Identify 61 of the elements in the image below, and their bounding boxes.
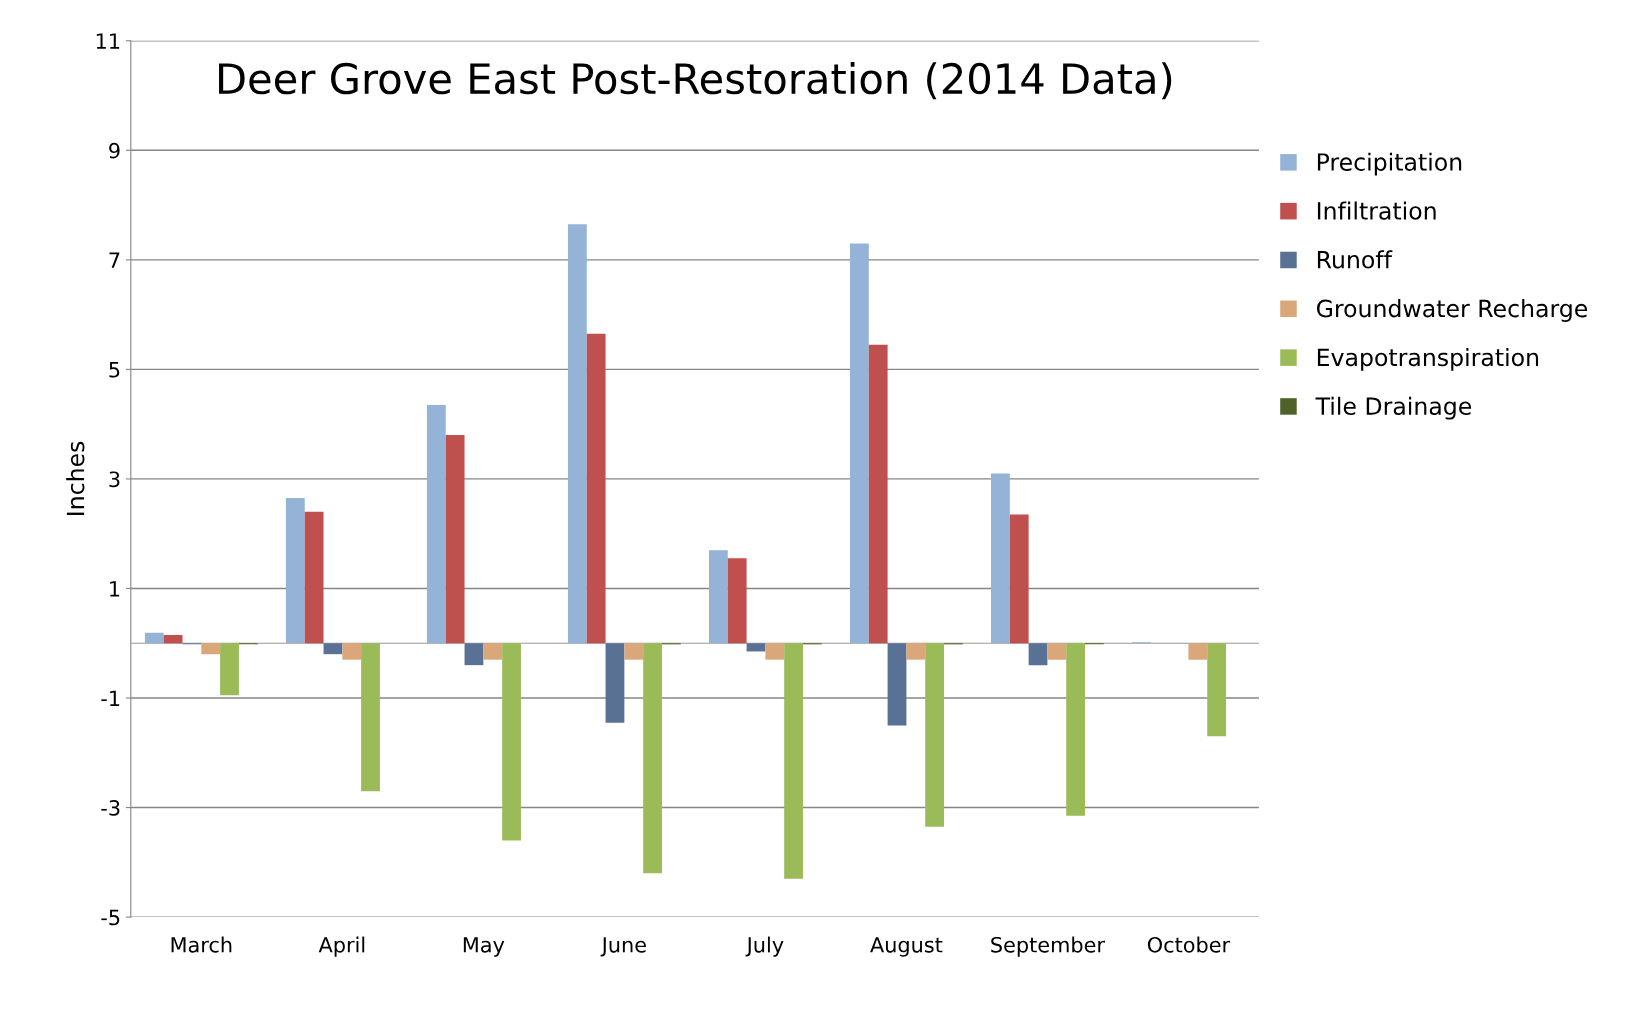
bar — [887, 643, 907, 726]
legend-label: Evapotranspiration — [1317, 347, 1539, 371]
y-tick-label: 3 — [109, 471, 120, 488]
bar — [643, 643, 662, 874]
bar — [426, 404, 446, 644]
bar — [144, 632, 164, 644]
y-tick-label: 7 — [109, 252, 120, 268]
bar — [1207, 643, 1227, 737]
bar — [220, 643, 239, 696]
y-tick-label: 1 — [110, 581, 120, 597]
bar — [727, 558, 747, 644]
x-tick-label: September — [991, 936, 1105, 957]
x-tick-label: October — [1147, 936, 1231, 953]
y-tick-label: 9 — [109, 142, 120, 159]
bar — [624, 643, 644, 660]
bar — [605, 643, 625, 723]
y-axis-title: Inches — [66, 441, 85, 515]
bar — [323, 643, 343, 655]
bar — [850, 243, 869, 644]
bar — [1009, 514, 1029, 644]
x-tick-label: May — [463, 937, 505, 957]
bar — [163, 635, 183, 644]
bar — [906, 643, 926, 660]
x-tick-label: August — [870, 937, 943, 957]
bar — [868, 344, 888, 644]
bar — [1028, 643, 1048, 666]
x-tick-label: April — [318, 936, 365, 957]
bar — [765, 643, 785, 660]
x-tick-label: July — [745, 936, 784, 957]
bar — [784, 643, 803, 879]
bar — [586, 333, 606, 644]
x-tick-label: March — [171, 936, 232, 953]
bar — [1188, 643, 1208, 660]
bar — [445, 435, 465, 644]
bar — [708, 550, 728, 644]
y-tick-label: 11 — [96, 33, 120, 49]
x-tick-label: June — [600, 937, 646, 957]
bar — [285, 498, 305, 644]
bar — [342, 643, 362, 660]
bar — [464, 643, 484, 666]
y-tick-label: -5 — [101, 909, 120, 926]
legend-label: Tile Drainage — [1315, 396, 1472, 420]
bar — [201, 643, 221, 655]
legend-label: Runoff — [1317, 250, 1393, 269]
bar — [361, 643, 380, 792]
bar — [502, 643, 521, 841]
bar — [991, 473, 1010, 644]
chart-title: Deer Grove East Post-Restoration (2014 Data) — [219, 62, 1172, 100]
y-tick-label: 5 — [109, 362, 120, 378]
bar — [925, 643, 945, 827]
legend-label: Precipitation — [1317, 152, 1462, 176]
legend-label: Infiltration — [1317, 201, 1436, 220]
y-tick-label: -1 — [101, 690, 120, 706]
bar — [746, 643, 766, 652]
bar — [1047, 643, 1067, 660]
bar — [483, 643, 503, 660]
y-tick-label: -3 — [101, 800, 120, 816]
bar — [1066, 643, 1086, 816]
legend-label: Groundwater Recharge — [1316, 299, 1588, 322]
bar — [567, 224, 587, 644]
bar — [304, 511, 324, 644]
